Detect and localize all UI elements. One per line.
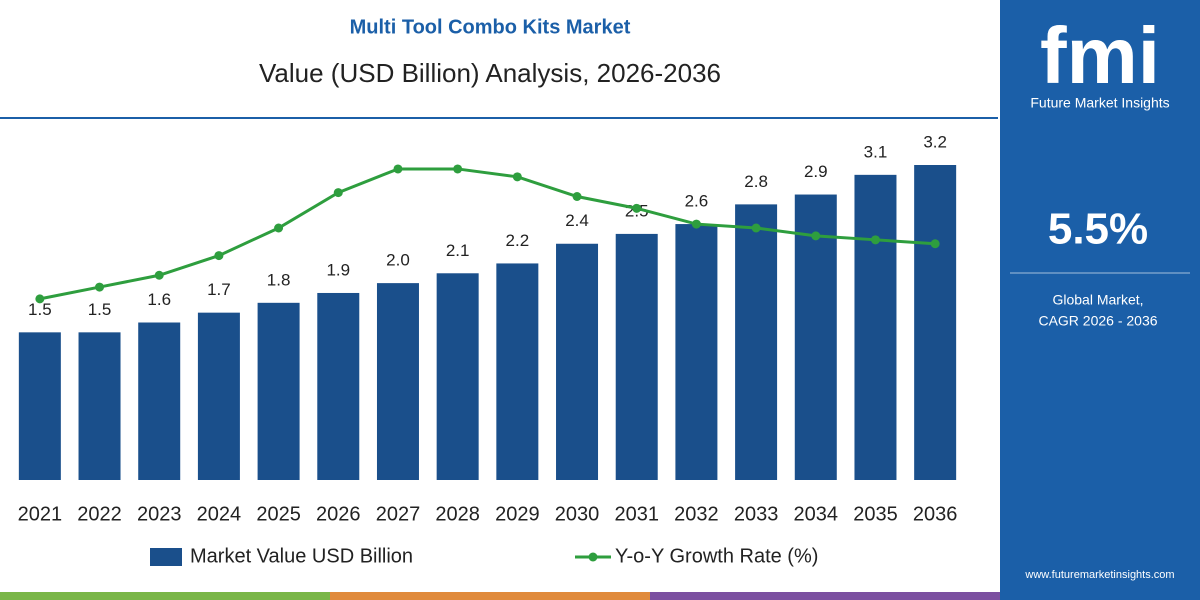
cagr-label: Global Market, xyxy=(1052,292,1143,308)
bar xyxy=(556,243,599,480)
value-label: 1.8 xyxy=(267,270,291,289)
line-point xyxy=(811,231,821,241)
sidebar xyxy=(1000,0,1200,600)
bar xyxy=(794,194,837,480)
line-point xyxy=(930,239,940,249)
chart-subtitle: Value (USD Billion) Analysis, 2026-2036 xyxy=(259,58,721,88)
line-point xyxy=(154,270,164,280)
line-point xyxy=(512,172,522,182)
value-label: 1.6 xyxy=(147,290,171,309)
line-point xyxy=(691,219,701,229)
bar xyxy=(675,224,718,480)
line-point xyxy=(572,192,582,201)
x-tick-label: 2026 xyxy=(316,503,361,525)
cagr-label: CAGR 2026 - 2036 xyxy=(1038,313,1157,329)
x-tick-label: 2024 xyxy=(197,503,242,525)
x-tick-label: 2032 xyxy=(674,503,719,525)
line-point xyxy=(274,223,284,233)
bar xyxy=(376,283,419,480)
value-label: 2.1 xyxy=(446,241,470,260)
value-label: 2.0 xyxy=(386,251,410,270)
line-point xyxy=(453,164,463,174)
legend-label: Y-o-Y Growth Rate (%) xyxy=(615,545,818,567)
url: www.futuremarketinsights.com xyxy=(1024,569,1174,581)
value-label: 2.8 xyxy=(744,172,768,191)
line-point xyxy=(333,188,343,198)
x-tick-label: 2036 xyxy=(913,503,958,525)
bar xyxy=(197,312,240,480)
x-tick-label: 2027 xyxy=(376,503,421,525)
bar xyxy=(496,263,539,480)
value-label: 1.5 xyxy=(28,300,52,319)
line-point xyxy=(632,203,642,213)
bar xyxy=(317,292,360,480)
x-tick-label: 2029 xyxy=(495,503,540,525)
bar xyxy=(18,332,61,480)
line-point xyxy=(870,235,880,245)
line-point xyxy=(393,164,403,174)
x-tick-label: 2034 xyxy=(794,503,839,525)
bar xyxy=(854,174,897,480)
bar xyxy=(78,332,121,480)
x-tick-label: 2033 xyxy=(734,503,779,525)
brand: Future Market Insights xyxy=(1030,95,1169,111)
x-tick-label: 2023 xyxy=(137,503,182,525)
bar xyxy=(914,165,957,480)
value-label: 3.1 xyxy=(864,142,888,161)
line xyxy=(39,167,936,301)
stripe xyxy=(330,592,650,600)
line-point xyxy=(214,251,224,261)
value-label: 1.9 xyxy=(326,260,350,279)
value-label: 2.6 xyxy=(685,192,709,211)
bar xyxy=(615,233,658,480)
value-label: 1.5 xyxy=(88,300,112,319)
value-label: 2.4 xyxy=(565,211,589,230)
x-tick-label: 2022 xyxy=(77,503,122,525)
x-tick-label: 2025 xyxy=(256,503,301,525)
bar xyxy=(257,302,300,480)
legend-swatch xyxy=(588,552,598,562)
x-tick-label: 2035 xyxy=(853,503,898,525)
chart-title: Multi Tool Combo Kits Market xyxy=(350,16,631,38)
x-tick-label: 2028 xyxy=(435,503,480,525)
value-label: 2.2 xyxy=(506,231,530,250)
x-tick-label: 2021 xyxy=(18,503,63,525)
value-label: 1.7 xyxy=(207,280,231,299)
value-label: 2.9 xyxy=(804,162,828,181)
bar xyxy=(138,322,181,480)
bar xyxy=(735,204,778,480)
legend-swatch xyxy=(150,548,182,566)
stripe xyxy=(650,592,1000,600)
legend-label: Market Value USD Billion xyxy=(190,545,413,567)
logo: fmi xyxy=(1040,11,1160,100)
line-point xyxy=(35,294,45,304)
value-label: 3.2 xyxy=(923,132,947,151)
stripe xyxy=(0,592,330,600)
bar xyxy=(436,273,479,480)
line-point xyxy=(751,223,761,233)
x-tick-label: 2030 xyxy=(555,503,600,525)
cagr-value: 5.5% xyxy=(1048,205,1148,254)
x-tick-label: 2031 xyxy=(614,503,659,525)
line-point xyxy=(95,282,105,292)
